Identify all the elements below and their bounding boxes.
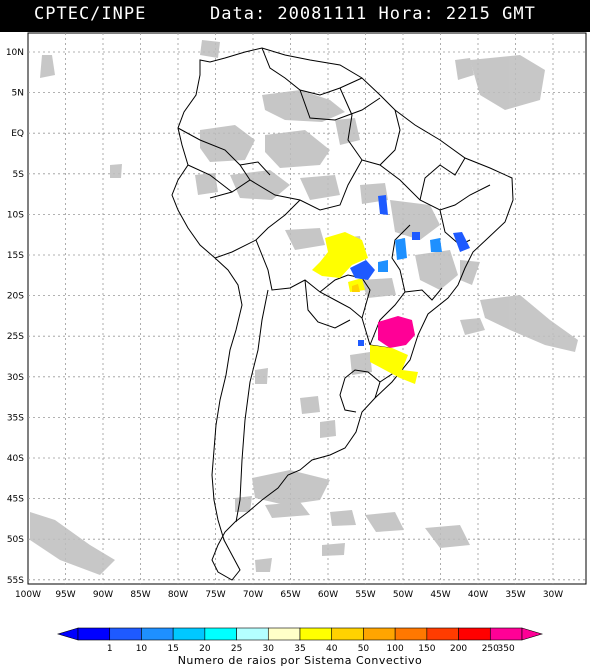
date-time-label: Data: 20081111 Hora: 2215 GMT <box>210 4 536 24</box>
legend-swatch <box>426 627 459 641</box>
legend-swatch <box>267 627 301 641</box>
legend-value-label: 25 <box>231 644 242 654</box>
legend-arrow-left <box>56 627 79 641</box>
legend-value-label: 1 <box>107 644 113 654</box>
graticule: 10N 5N EQ 5S 10S 15S 20S 25S 30S 35S 40S 45S 50S 55S 1… <box>6 33 586 600</box>
legend-swatch <box>172 627 206 641</box>
legend-value-label: 40 <box>326 644 338 654</box>
legend-swatch <box>331 627 364 641</box>
legend-value-label: 350 <box>498 644 515 654</box>
lon-tick-label: 70W <box>243 590 263 600</box>
lon-tick-label: 100W <box>15 590 41 600</box>
legend-value-label: 15 <box>167 644 178 654</box>
legend-value-label: 200 <box>450 644 467 654</box>
lat-tick-label: 30S <box>7 373 24 383</box>
lon-tick-label: 60W <box>318 590 338 600</box>
lat-tick-label: 10N <box>6 48 24 58</box>
legend-swatch <box>109 627 142 641</box>
legend-swatch <box>141 627 174 641</box>
lat-tick-label: 55S <box>7 576 24 586</box>
lon-tick-label: 50W <box>393 590 413 600</box>
lon-tick-label: 75W <box>205 590 225 600</box>
lon-tick-label: 95W <box>55 590 75 600</box>
lon-tick-label: 55W <box>355 590 375 600</box>
lat-tick-label: 5N <box>12 89 24 99</box>
lat-tick-label: 35S <box>7 413 24 423</box>
legend-value-label: 50 <box>358 644 370 654</box>
legend-swatch <box>394 627 428 641</box>
legend-value-label: 100 <box>387 644 404 654</box>
lat-tick-label: 25S <box>7 332 24 342</box>
legend-caption: Numero de raios por Sistema Convectivo <box>177 654 423 667</box>
legend-value-label: 35 <box>294 644 305 654</box>
legend-value-label: 30 <box>263 644 275 654</box>
lightning-systems <box>312 195 470 384</box>
source-label: CPTEC/INPE <box>34 4 147 24</box>
lon-tick-label: 40W <box>468 590 488 600</box>
legend-arrow-right <box>521 627 544 641</box>
lon-tick-label: 90W <box>93 590 113 600</box>
legend-value-label: 150 <box>418 644 435 654</box>
legend-swatch <box>489 627 523 641</box>
lon-tick-label: 80W <box>168 590 188 600</box>
lat-tick-label: EQ <box>11 129 24 139</box>
cloud-cover <box>30 40 578 575</box>
lat-tick-label: 15S <box>7 251 24 261</box>
lat-tick-label: 45S <box>7 495 24 505</box>
legend-swatch <box>299 627 333 641</box>
lat-tick-label: 10S <box>7 210 24 220</box>
legend-value-label: 10 <box>136 644 148 654</box>
lon-tick-label: 65W <box>280 590 300 600</box>
coastlines-and-borders <box>171 47 514 581</box>
legend-swatch <box>77 627 111 641</box>
legend-value-label: 20 <box>199 644 211 654</box>
lon-tick-label: 35W <box>505 590 525 600</box>
lat-tick-label: 5S <box>13 170 25 180</box>
lat-tick-label: 40S <box>7 454 24 464</box>
legend-swatch <box>458 627 491 641</box>
legend-swatch <box>236 627 269 641</box>
lon-tick-label: 85W <box>130 590 150 600</box>
legend-swatch <box>363 627 396 641</box>
lat-tick-label: 50S <box>7 535 24 545</box>
legend-value-label: 250 <box>482 644 499 654</box>
lon-tick-label: 45W <box>430 590 450 600</box>
lat-tick-label: 20S <box>7 292 24 302</box>
map-header: CPTEC/INPE Data: 20081111 Hora: 2215 GMT <box>0 0 590 32</box>
lon-tick-label: 30W <box>543 590 563 600</box>
legend-swatch <box>204 627 237 641</box>
